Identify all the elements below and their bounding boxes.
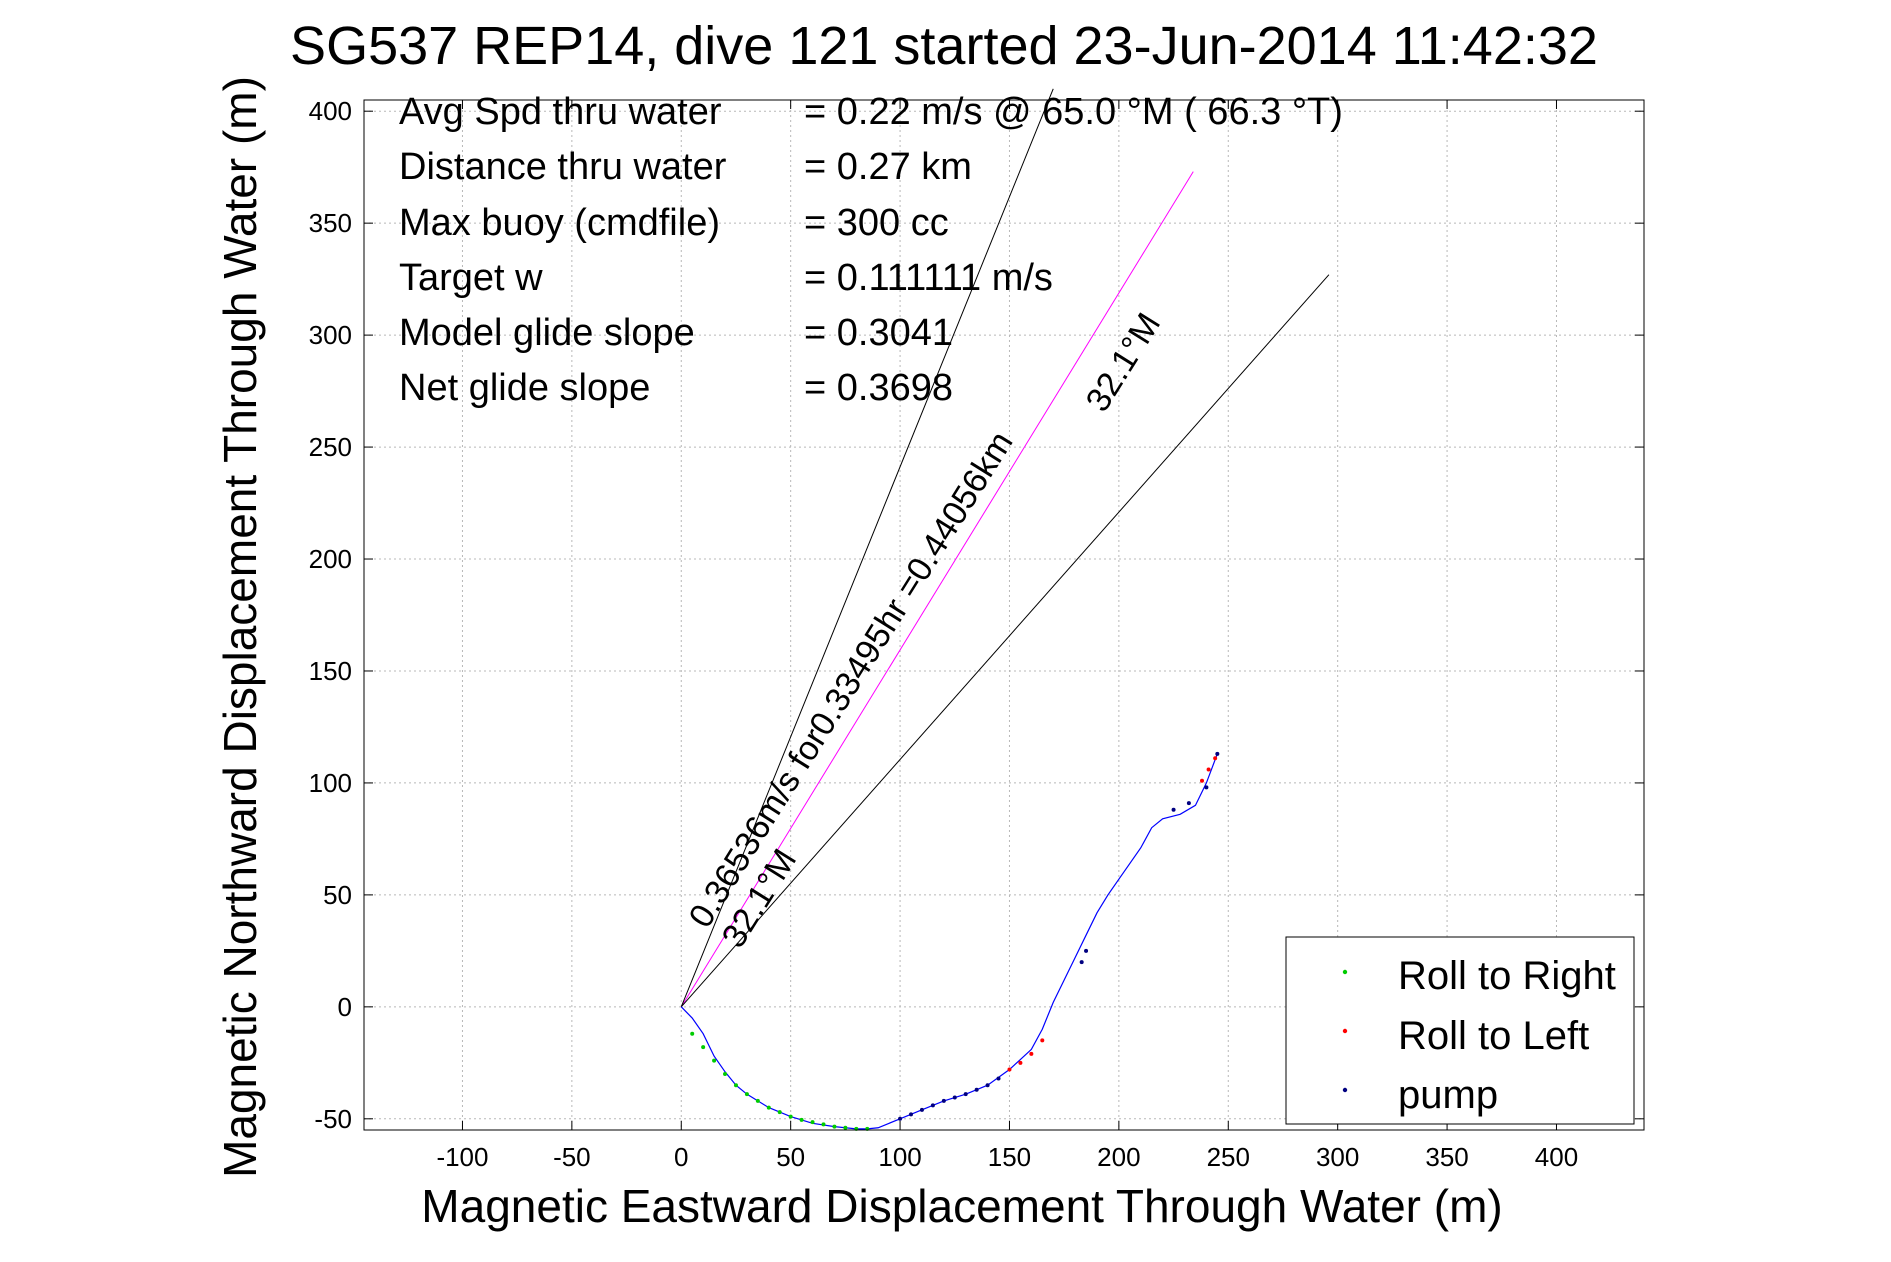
roll-right-point <box>843 1125 848 1130</box>
y-tick-label: 0 <box>338 992 352 1022</box>
pump-point <box>1171 807 1176 812</box>
y-tick-label: -50 <box>314 1104 352 1134</box>
pump-point <box>930 1103 935 1108</box>
pump-point <box>952 1095 957 1100</box>
pump-point <box>909 1112 914 1117</box>
roll-left-point <box>1040 1038 1045 1043</box>
y-tick-label: 200 <box>309 544 352 574</box>
legend: Roll to Right Roll to Left pump <box>1285 936 1635 1125</box>
legend-marker-pump <box>1342 1087 1348 1093</box>
info-label: Model glide slope <box>399 312 695 354</box>
pump-point <box>1204 785 1209 790</box>
roll-right-point <box>777 1110 782 1115</box>
info-value: = 0.22 m/s @ 65.0 °M ( 66.3 °T) <box>804 91 1343 133</box>
pump-point <box>1084 948 1089 953</box>
pump-point <box>1186 801 1191 806</box>
y-tick-label: 150 <box>309 656 352 686</box>
heading-annotation: 0.36536m/s for0.33495hr =0.44056km <box>682 425 1021 934</box>
info-block: Avg Spd thru water = 0.22 m/s @ 65.0 °M (… <box>399 91 1343 409</box>
roll-right-point <box>810 1120 815 1125</box>
chart-title: SG537 REP14, dive 121 started 23-Jun-201… <box>290 16 1598 76</box>
roll-left-point <box>1007 1067 1012 1072</box>
roll-right-point <box>821 1122 826 1127</box>
x-tick-label: 50 <box>776 1142 805 1172</box>
legend-marker-roll-right <box>1342 969 1348 975</box>
info-value: = 0.3698 <box>804 367 953 409</box>
pump-point <box>996 1076 1001 1081</box>
ref-upper-line <box>680 88 1054 1008</box>
x-tick-label: 150 <box>988 1142 1031 1172</box>
roll-right-point <box>733 1083 738 1088</box>
grid <box>364 100 1644 1130</box>
roll-left-point <box>1213 756 1218 761</box>
pump-point <box>974 1087 979 1092</box>
roll-left-point <box>1029 1051 1034 1056</box>
pump-point <box>1215 751 1220 756</box>
info-value: = 0.111111 m/s <box>804 257 1053 299</box>
x-tick-label: 300 <box>1316 1142 1359 1172</box>
y-tick-label: 300 <box>309 320 352 350</box>
reference-lines <box>680 88 1330 1008</box>
roll-right-point <box>723 1072 728 1077</box>
tick-layer: -100 -50 0 50 100 150 200 250 300 350 400 -50 0 50 100… <box>309 96 1644 1172</box>
pump-point <box>941 1098 946 1103</box>
x-tick-label: 200 <box>1097 1142 1140 1172</box>
legend-label-roll-right: Roll to Right <box>1398 954 1616 998</box>
legend-label-roll-left: Roll to Left <box>1398 1014 1589 1058</box>
legend-label-pump: pump <box>1398 1073 1498 1117</box>
x-tick-label: 350 <box>1425 1142 1468 1172</box>
x-tick-label: 100 <box>878 1142 921 1172</box>
x-tick-label: 400 <box>1535 1142 1578 1172</box>
y-tick-label: 350 <box>309 208 352 238</box>
x-tick-label: -50 <box>553 1142 591 1172</box>
y-tick-label: 400 <box>309 96 352 126</box>
x-tick-label: 250 <box>1207 1142 1250 1172</box>
roll-right-point <box>744 1092 749 1097</box>
roll-left-point <box>1200 778 1205 783</box>
heading-line <box>680 171 1194 1008</box>
ref-lower-line <box>680 274 1330 1008</box>
x-axis-label: Magnetic Eastward Displacement Through W… <box>421 1180 1502 1232</box>
roll-right-point <box>799 1117 804 1122</box>
roll-right-point <box>701 1045 706 1050</box>
roll-right-point <box>712 1058 717 1063</box>
y-tick-label: 50 <box>323 880 352 910</box>
info-label: Avg Spd thru water <box>399 91 722 133</box>
roll-left-point <box>1206 767 1211 772</box>
angle-annotation-upper: 32.1°M <box>1079 306 1169 418</box>
roll-right-point <box>755 1098 760 1103</box>
axes-box <box>363 99 1645 1131</box>
roll-right-point <box>832 1124 837 1129</box>
roll-right-point <box>766 1105 771 1110</box>
roll-right-point <box>690 1031 695 1036</box>
y-tick-label: 100 <box>309 768 352 798</box>
roll-left-point <box>1018 1060 1023 1065</box>
pump-point <box>985 1083 990 1088</box>
pump-point <box>919 1107 924 1112</box>
info-label: Net glide slope <box>399 367 650 409</box>
pump-point <box>963 1092 968 1097</box>
info-value: = 300 cc <box>804 202 949 244</box>
y-tick-label: 250 <box>309 432 352 462</box>
pump-point <box>898 1116 903 1121</box>
x-tick-label: -100 <box>436 1142 488 1172</box>
info-value: = 0.3041 <box>804 312 953 354</box>
pump-point <box>1079 960 1084 965</box>
x-tick-label: 0 <box>674 1142 688 1172</box>
info-label: Distance thru water <box>399 146 727 188</box>
marker-layer <box>690 751 1220 1131</box>
y-axis-label: Magnetic Northward Displacement Through … <box>214 76 266 1178</box>
roll-right-point <box>788 1114 793 1119</box>
info-label: Target w <box>399 257 543 299</box>
info-value: = 0.27 km <box>804 146 972 188</box>
info-label: Max buoy (cmdfile) <box>399 202 720 244</box>
legend-marker-roll-left <box>1342 1028 1348 1034</box>
